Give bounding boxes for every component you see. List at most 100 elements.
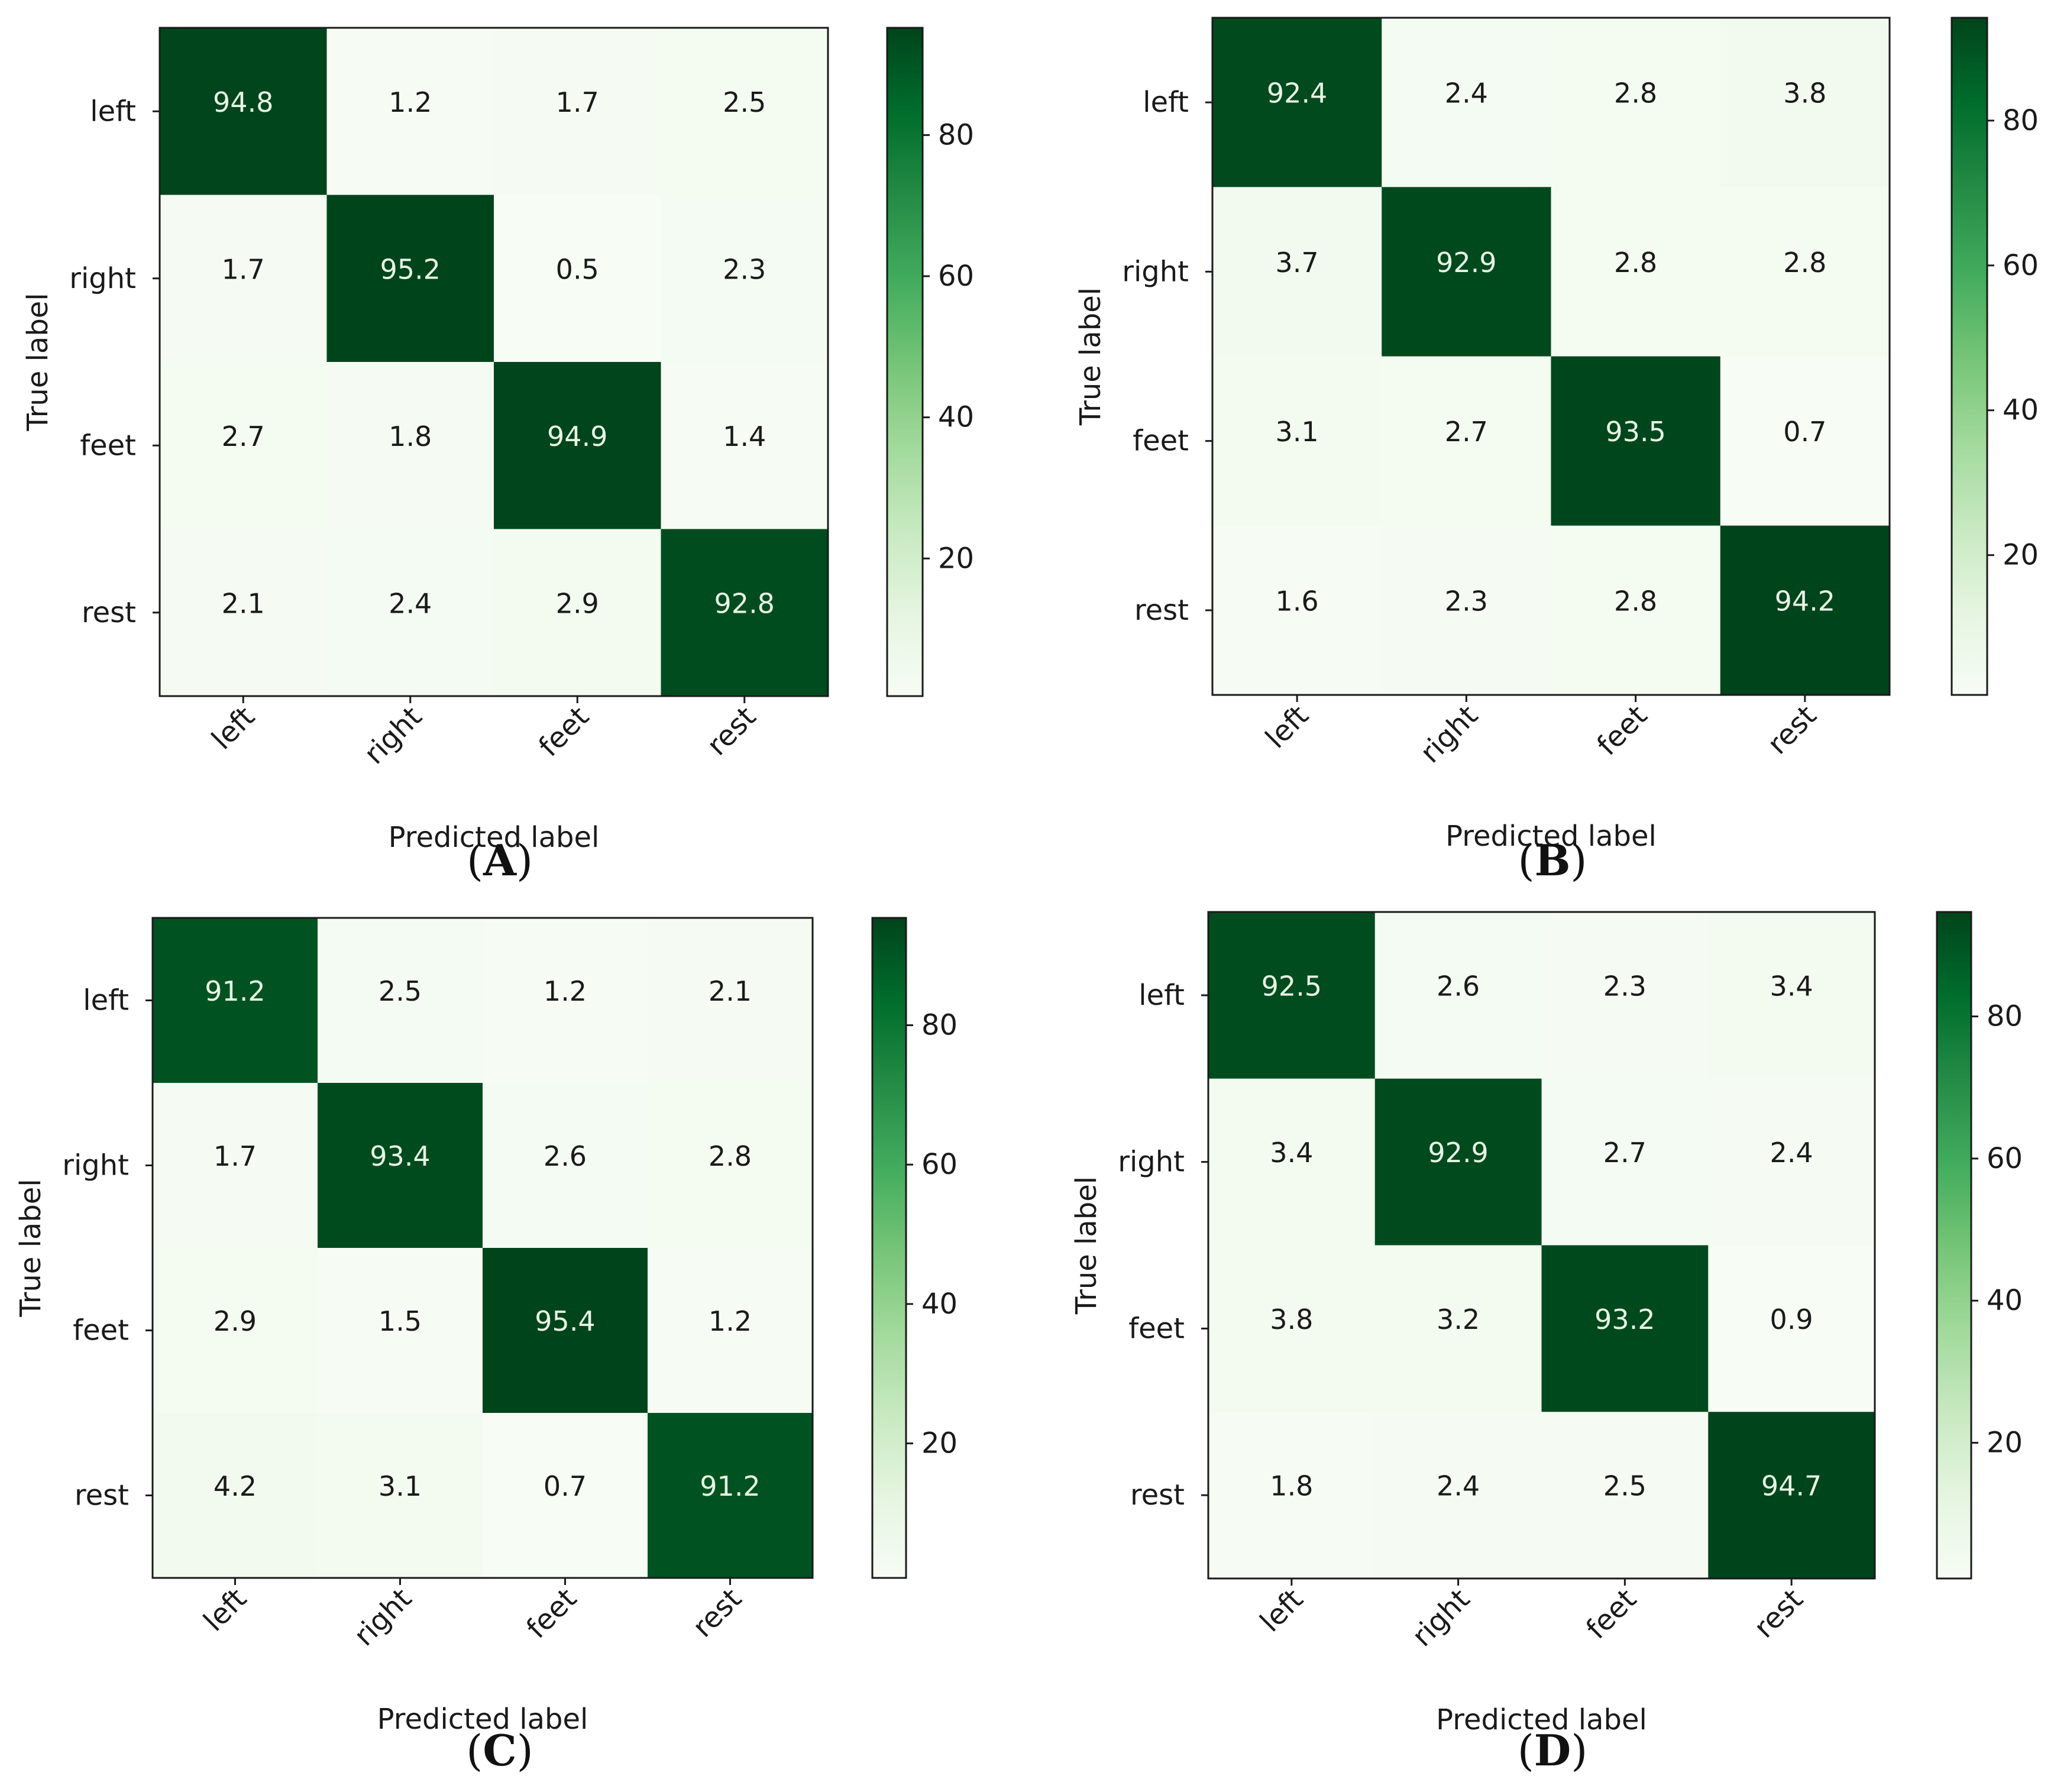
panel-caption: (D) bbox=[1518, 1725, 1588, 1775]
y-tick-label: rest bbox=[82, 596, 136, 629]
cell-value-1-0: 1.7 bbox=[214, 1140, 257, 1172]
cell-0-1 bbox=[326, 28, 494, 195]
cell-2-0 bbox=[160, 362, 327, 529]
cell-0-1 bbox=[1374, 912, 1542, 1079]
cell-value-2-2: 95.4 bbox=[535, 1305, 595, 1337]
cell-2-2 bbox=[494, 362, 661, 529]
cell-2-1 bbox=[1374, 1245, 1542, 1412]
cell-value-3-0: 4.2 bbox=[214, 1470, 257, 1502]
colorbar-tick-label: 80 bbox=[921, 1008, 958, 1041]
x-tick-label: rest bbox=[1748, 1583, 1810, 1645]
matrix-frame bbox=[151, 917, 814, 1579]
matrix-frame bbox=[1207, 911, 1876, 1580]
panel-caption: (C) bbox=[466, 1725, 533, 1775]
cell-value-1-2: 0.5 bbox=[556, 253, 599, 285]
confusion-matrix-panel-b: 92.4 2.4 2.8 3.8 3.7 92.9 2.8 2.8 3.1 2.7 93.5 0.7 1… bbox=[1074, 17, 2039, 885]
cell-value-3-0: 1.8 bbox=[1270, 1470, 1313, 1502]
x-tick-label: feet bbox=[1580, 1583, 1643, 1646]
y-tick-label: right bbox=[69, 262, 136, 295]
y-tick-label: rest bbox=[75, 1479, 129, 1512]
colorbar-tick-label: 60 bbox=[2003, 249, 2039, 282]
cell-1-1 bbox=[326, 195, 494, 363]
cell-1-2 bbox=[483, 1083, 648, 1248]
x-tick-label: left bbox=[1254, 1583, 1310, 1639]
y-tick-label: feet bbox=[1133, 425, 1189, 458]
x-tick-label: left bbox=[205, 700, 261, 756]
cell-value-3-3: 91.2 bbox=[700, 1470, 760, 1502]
cell-value-1-2: 2.8 bbox=[1614, 247, 1657, 279]
colorbar-tick-label: 20 bbox=[1987, 1427, 2023, 1460]
y-tick-label: left bbox=[1143, 86, 1189, 119]
cell-1-2 bbox=[1541, 1078, 1709, 1246]
colorbar-tick-label: 20 bbox=[938, 542, 974, 575]
x-tick-label: left bbox=[1259, 699, 1315, 755]
y-tick-label: left bbox=[90, 95, 136, 128]
cell-value-3-2: 0.7 bbox=[544, 1470, 587, 1502]
x-axis-label: Predicted label bbox=[377, 1703, 588, 1736]
cell-3-1 bbox=[1382, 525, 1551, 696]
cell-value-0-1: 2.4 bbox=[1445, 77, 1488, 109]
cell-value-2-2: 93.5 bbox=[1605, 416, 1665, 448]
cell-3-1 bbox=[1374, 1412, 1542, 1579]
cell-value-3-2: 2.8 bbox=[1614, 585, 1657, 617]
cell-value-2-1: 1.8 bbox=[389, 420, 432, 452]
x-tick-label: rest bbox=[701, 700, 763, 762]
cell-value-3-0: 1.6 bbox=[1276, 585, 1319, 617]
cell-value-0-3: 2.1 bbox=[709, 975, 752, 1007]
x-tick-label: feet bbox=[1590, 699, 1654, 762]
cell-value-0-3: 2.5 bbox=[723, 86, 766, 118]
y-axis-label: True label bbox=[1070, 1176, 1103, 1315]
x-tick-label: right bbox=[1406, 1583, 1476, 1653]
cell-3-3 bbox=[648, 1413, 813, 1578]
cell-0-3 bbox=[1708, 912, 1875, 1079]
cell-value-1-0: 3.4 bbox=[1270, 1137, 1313, 1169]
colorbar bbox=[871, 917, 907, 1579]
cell-2-1 bbox=[326, 362, 494, 529]
cell-1-0 bbox=[160, 195, 327, 363]
cell-value-0-0: 94.8 bbox=[213, 86, 273, 118]
x-tick-label: rest bbox=[686, 1582, 748, 1644]
x-tick-label: feet bbox=[520, 1582, 583, 1645]
cell-value-0-3: 3.4 bbox=[1770, 970, 1813, 1002]
cell-value-1-3: 2.3 bbox=[723, 253, 766, 285]
cell-2-3 bbox=[648, 1248, 813, 1413]
cell-value-3-1: 2.4 bbox=[1437, 1470, 1480, 1502]
x-tick-label: rest bbox=[1761, 699, 1823, 761]
cell-value-3-3: 94.2 bbox=[1775, 585, 1835, 617]
y-tick-label: left bbox=[83, 984, 129, 1017]
cell-value-1-0: 1.7 bbox=[222, 253, 265, 285]
cell-value-0-2: 1.7 bbox=[556, 86, 599, 118]
cell-value-0-0: 91.2 bbox=[205, 975, 265, 1007]
cell-1-3 bbox=[648, 1083, 813, 1248]
x-tick-label: right bbox=[1414, 699, 1484, 769]
y-axis-label: True label bbox=[14, 1179, 47, 1317]
y-tick-label: feet bbox=[80, 429, 136, 462]
cell-0-2 bbox=[494, 28, 661, 195]
colorbar-tick-label: 80 bbox=[2003, 104, 2039, 137]
cell-value-1-1: 93.4 bbox=[370, 1140, 430, 1172]
cell-value-0-0: 92.4 bbox=[1267, 77, 1327, 109]
cell-value-0-3: 3.8 bbox=[1783, 77, 1826, 109]
matrix-frame bbox=[159, 27, 829, 697]
cell-1-3 bbox=[1720, 187, 1890, 357]
panel-caption: (A) bbox=[467, 835, 533, 885]
cell-value-2-3: 1.2 bbox=[709, 1305, 752, 1337]
cell-3-1 bbox=[326, 529, 494, 697]
cell-value-1-1: 92.9 bbox=[1428, 1137, 1488, 1169]
cell-1-1 bbox=[318, 1083, 483, 1248]
cell-3-0 bbox=[160, 529, 327, 697]
y-tick-label: right bbox=[1118, 1146, 1185, 1179]
cell-3-2 bbox=[1541, 1412, 1709, 1579]
colorbar-tick-label: 40 bbox=[2003, 394, 2039, 427]
cell-3-0 bbox=[1208, 1412, 1376, 1579]
colorbar-tick-label: 40 bbox=[921, 1288, 958, 1321]
colorbar-tick-label: 20 bbox=[921, 1427, 958, 1460]
cell-value-3-1: 2.3 bbox=[1445, 585, 1488, 617]
x-axis-label: Predicted label bbox=[1445, 820, 1657, 853]
cell-2-3 bbox=[661, 362, 829, 529]
cell-value-3-2: 2.9 bbox=[556, 587, 599, 619]
y-tick-label: left bbox=[1138, 979, 1185, 1012]
x-tick-label: right bbox=[358, 700, 428, 771]
colorbar-tick-label: 60 bbox=[1987, 1142, 2023, 1175]
cell-0-1 bbox=[318, 918, 483, 1083]
